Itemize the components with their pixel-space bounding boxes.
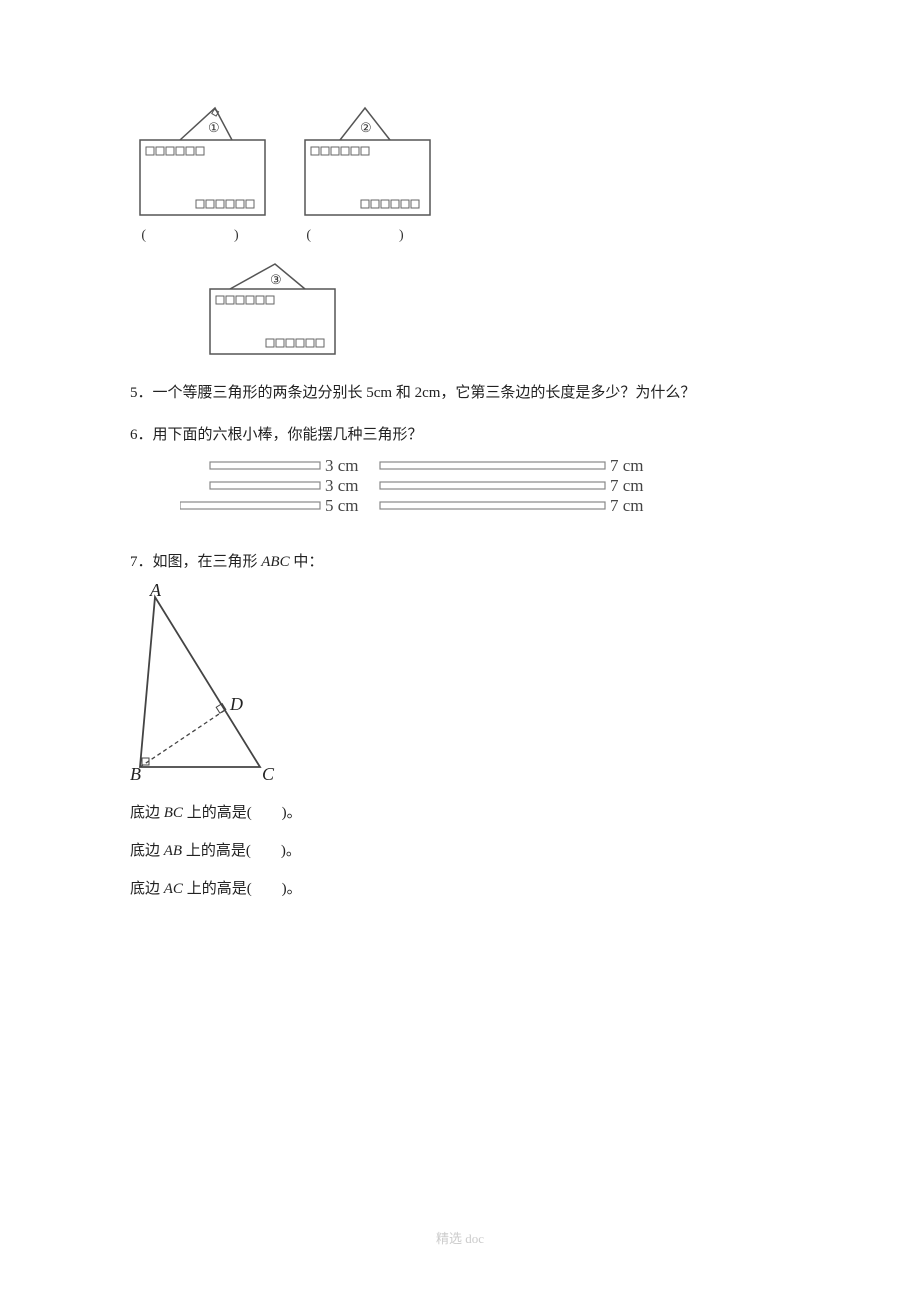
house-2: ② ( )	[295, 100, 435, 244]
sticks-figure: 3 cm 7 cm 3 cm 7 cm 5 cm 7 cm	[180, 457, 790, 532]
footer-text: 精选 doc	[0, 1228, 920, 1247]
question-5: 5．一个等腰三角形的两条边分别长 5cm 和 2cm，它第三条边的长度是多少？为…	[130, 381, 790, 405]
q7-suffix: 中：	[290, 554, 324, 570]
svg-text:D: D	[229, 694, 243, 714]
house-2-paren: ( )	[306, 224, 423, 244]
q7-abc: ABC	[261, 554, 289, 570]
svg-text:②: ②	[360, 120, 372, 135]
svg-text:①: ①	[208, 120, 220, 135]
svg-text:7 cm: 7 cm	[610, 496, 644, 515]
svg-text:3 cm: 3 cm	[325, 476, 359, 495]
question-7: 7．如图，在三角形 ABC 中：	[130, 550, 790, 574]
q7-line-3: 底边 AC 上的高是( )。	[130, 877, 790, 901]
svg-text:B: B	[130, 764, 141, 782]
svg-text:5 cm: 5 cm	[325, 496, 359, 515]
question-6: 6．用下面的六根小棒，你能摆几种三角形？	[130, 423, 790, 447]
svg-text:7 cm: 7 cm	[610, 457, 644, 475]
q7-line-2: 底边 AB 上的高是( )。	[130, 839, 790, 863]
svg-text:3 cm: 3 cm	[325, 457, 359, 475]
svg-text:C: C	[262, 764, 275, 782]
page-content: ① ( ) ② ( )	[130, 100, 790, 901]
house-1-paren: ( )	[141, 224, 258, 244]
q7-prefix: 7．如图，在三角形	[130, 554, 261, 570]
svg-text:A: A	[149, 582, 162, 600]
house-3-svg: ③	[200, 259, 340, 359]
triangle-figure: A B C D	[130, 582, 790, 787]
q7-line-1: 底边 BC 上的高是( )。	[130, 801, 790, 825]
house-1-svg: ①	[130, 100, 270, 220]
houses-row-2: ③	[200, 259, 790, 359]
svg-text:7 cm: 7 cm	[610, 476, 644, 495]
house-2-svg: ②	[295, 100, 435, 220]
house-3: ③	[200, 259, 340, 359]
svg-text:③: ③	[270, 272, 282, 287]
house-1: ① ( )	[130, 100, 270, 244]
houses-row-1: ① ( ) ② ( )	[130, 100, 790, 244]
